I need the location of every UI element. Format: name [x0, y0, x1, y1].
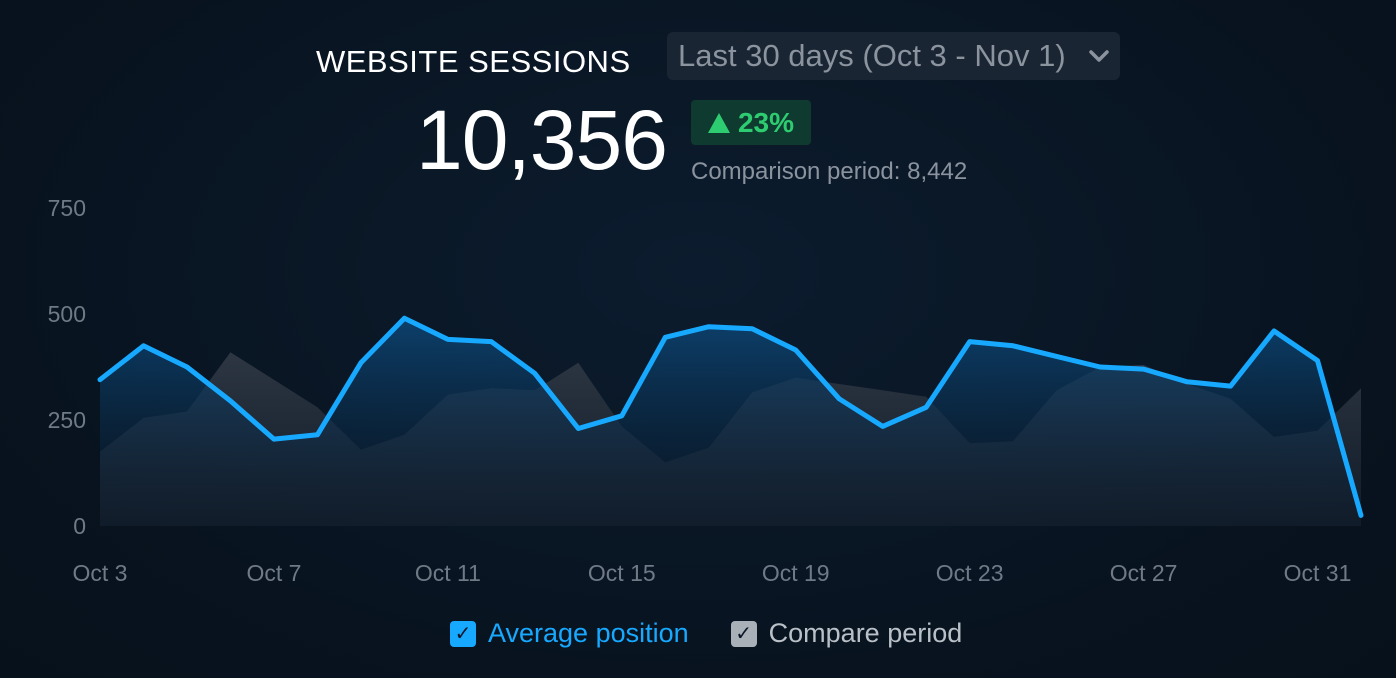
y-tick-label: 250 — [48, 407, 86, 433]
x-tick-label: Oct 23 — [936, 560, 1004, 586]
change-percent: 23% — [737, 106, 795, 138]
change-badge: 23% — [691, 100, 811, 145]
check-icon[interactable]: ✓ — [730, 620, 757, 647]
x-tick-label: Oct 15 — [588, 560, 656, 586]
y-tick-label: 0 — [73, 513, 86, 539]
comparison-label: Comparison period: — [691, 158, 901, 185]
chart-title: WEBSITE SESSIONS — [316, 44, 631, 79]
date-range-dropdown[interactable]: Last 30 days (Oct 3 - Nov 1) — [667, 32, 1120, 80]
y-tick-label: 750 — [48, 195, 86, 221]
date-range-label: Last 30 days (Oct 3 - Nov 1) — [678, 38, 1066, 73]
check-icon[interactable]: ✓ — [450, 620, 476, 647]
triangle-up-icon — [707, 112, 730, 133]
x-tick-label: Oct 27 — [1110, 560, 1178, 586]
comparison-period: Comparison period: 8,442 — [691, 158, 967, 186]
x-tick-label: Oct 3 — [73, 560, 128, 586]
legend-compare-period[interactable]: ✓ Compare period — [730, 618, 963, 649]
x-tick-label: Oct 7 — [246, 560, 301, 586]
legend-average-position-label: Average position — [488, 618, 689, 648]
chart-legend: ✓ Average position ✓ Compare period — [450, 618, 962, 649]
comparison-value: 8,442 — [907, 158, 968, 185]
y-tick-label: 500 — [48, 301, 86, 327]
legend-compare-period-label: Compare period — [768, 618, 963, 648]
x-tick-label: Oct 31 — [1284, 560, 1352, 586]
average-position-line — [97, 315, 1364, 518]
y-axis: 0 250 500 750 — [48, 195, 86, 539]
legend-average-position[interactable]: ✓ Average position — [450, 618, 689, 649]
x-tick-label: Oct 19 — [762, 560, 830, 586]
x-tick-label: Oct 11 — [415, 560, 481, 586]
average-position-area — [100, 318, 1361, 526]
x-axis: Oct 3 Oct 7 Oct 11 Oct 15 Oct 19 Oct 23 Oct 27… — [73, 560, 1352, 586]
total-sessions-value: 10,356 — [416, 93, 668, 187]
chevron-down-icon — [1089, 50, 1109, 62]
